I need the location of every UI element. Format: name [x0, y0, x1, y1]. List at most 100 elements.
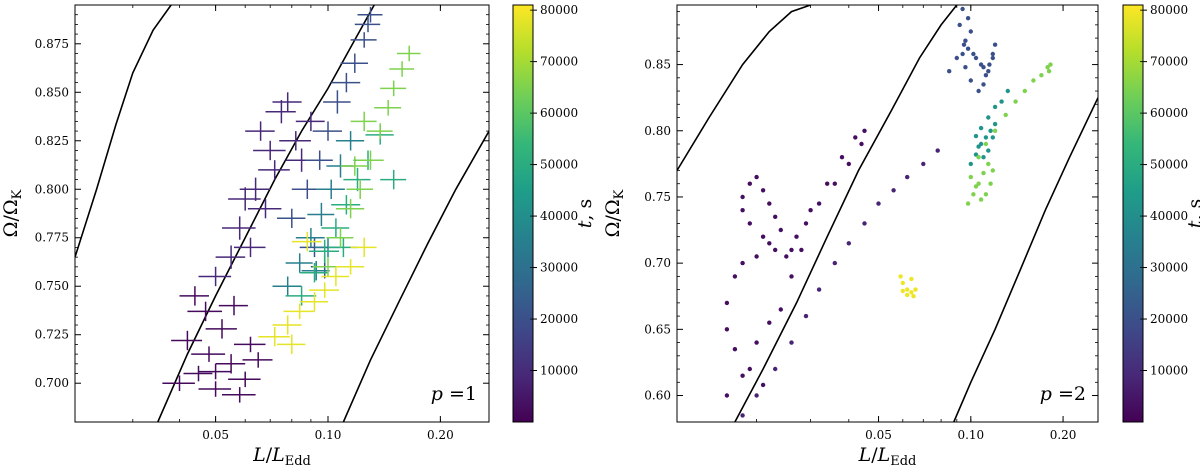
- data-point: [935, 148, 940, 153]
- data-point: [988, 181, 993, 186]
- data-point: [954, 55, 959, 61]
- data-point: [846, 241, 851, 246]
- data-point: [911, 294, 916, 299]
- data-point: [965, 201, 971, 206]
- data-point: [825, 181, 830, 186]
- data-point: [773, 214, 778, 219]
- data-point: [1031, 78, 1036, 83]
- data-point: [909, 290, 914, 295]
- data-point: [1022, 88, 1027, 94]
- data-point: [808, 208, 813, 213]
- data-point: [799, 247, 804, 253]
- y-tick-label: 0.800: [35, 182, 69, 196]
- data-point: [754, 393, 759, 398]
- data-point: [732, 347, 738, 352]
- y-axis-label: Ω/ΩK: [602, 189, 627, 237]
- data-point: [853, 135, 858, 140]
- data-point: [724, 300, 730, 306]
- data-point: [960, 51, 965, 57]
- y-tick-label: 0.65: [644, 322, 671, 336]
- data-point: [784, 254, 789, 259]
- x-axis-label: L/LEdd: [252, 444, 311, 469]
- data-point: [789, 274, 794, 279]
- data-point: [986, 161, 991, 167]
- data-point: [859, 141, 864, 147]
- data-point: [1005, 88, 1010, 94]
- data-point: [778, 227, 783, 233]
- data-point: [862, 221, 867, 226]
- data-point: [862, 128, 867, 133]
- colorbar-gradient: [512, 4, 534, 423]
- colorbar-tick-label: 10000: [1150, 364, 1188, 378]
- plot-panel-p1: 0.05 0.10 0.20 0.700 0.725 0.750 0.775 0.800 0.8…: [0, 4, 490, 469]
- colorbar-tick-label: 60000: [540, 106, 578, 120]
- data-point: [913, 287, 918, 292]
- y-tick-label: 0.60: [644, 389, 671, 403]
- plot-panel-p2: 0.05 0.10 0.20 0.60 0.65 0.70 0.75 0.80 0.85 L/LE…: [602, 4, 1099, 469]
- data-point: [909, 276, 914, 282]
- data-point: [992, 128, 998, 133]
- data-point: [778, 307, 783, 312]
- data-point: [740, 208, 745, 213]
- data-point: [983, 135, 989, 140]
- data-point: [1003, 112, 1008, 118]
- data-point: [973, 184, 979, 189]
- data-point: [992, 121, 998, 127]
- data-point: [754, 254, 759, 259]
- data-point: [724, 393, 730, 398]
- axes-frame-p2: [676, 4, 1099, 423]
- x-axis-label: L/LEdd: [858, 444, 917, 469]
- data-point: [816, 287, 822, 292]
- x-tick-label: 0.10: [315, 428, 342, 442]
- y-tick-label: 0.725: [35, 328, 69, 342]
- data-point: [981, 65, 986, 70]
- data-point: [963, 38, 968, 43]
- y-tick-label: 0.825: [35, 134, 69, 148]
- data-point: [754, 174, 759, 180]
- data-point: [740, 373, 745, 378]
- data-point: [839, 155, 845, 160]
- data-point: [992, 42, 998, 47]
- colorbar-tick-label: 20000: [1150, 312, 1188, 326]
- colorbar-tick-label: 50000: [1150, 158, 1188, 172]
- data-point: [905, 287, 910, 292]
- data-point: [832, 260, 837, 266]
- data-point: [905, 292, 910, 298]
- colorbar-tick-label: 40000: [540, 209, 578, 223]
- data-point: [740, 194, 745, 200]
- data-point: [803, 313, 809, 319]
- y-tick-label: 0.750: [35, 279, 69, 293]
- data-point: [794, 234, 799, 239]
- data-point: [767, 320, 772, 325]
- data-point: [900, 280, 905, 286]
- colorbar-label: t, s: [1184, 199, 1200, 228]
- data-point: [1045, 65, 1050, 70]
- y-tick-label: 0.875: [35, 37, 69, 51]
- data-point: [760, 382, 766, 388]
- model-curve-1: [677, 5, 811, 171]
- data-point: [976, 88, 981, 94]
- colorbar-tick-label: 60000: [1150, 106, 1188, 120]
- colorbar-tick-label: 50000: [540, 158, 578, 172]
- colorbar-tick-label: 80000: [1150, 3, 1188, 17]
- data-point: [992, 104, 998, 110]
- y-tick-label: 0.80: [644, 124, 671, 138]
- data-point: [986, 69, 991, 74]
- colorbar-p1: 10000 20000 30000 40000 50000 60000 70000 80000…: [512, 3, 596, 423]
- data-point: [891, 188, 896, 193]
- plot-area-p1: [75, 5, 489, 422]
- data-point: [803, 221, 809, 226]
- data-point: [971, 51, 976, 57]
- data-series-5: [965, 62, 1053, 206]
- colorbar-p2: 10000 20000 30000 40000 50000 60000 70000 80000…: [1122, 3, 1200, 423]
- y-tick-label: 0.70: [644, 256, 671, 270]
- data-point: [957, 22, 962, 28]
- annotation-p1: p =1: [431, 383, 477, 405]
- data-series-2: [198, 92, 325, 287]
- data-point: [968, 78, 973, 83]
- data-point: [905, 174, 910, 180]
- data-point: [983, 73, 989, 78]
- model-curve-3: [953, 97, 1098, 422]
- data-point: [846, 161, 851, 167]
- data-point: [900, 288, 905, 294]
